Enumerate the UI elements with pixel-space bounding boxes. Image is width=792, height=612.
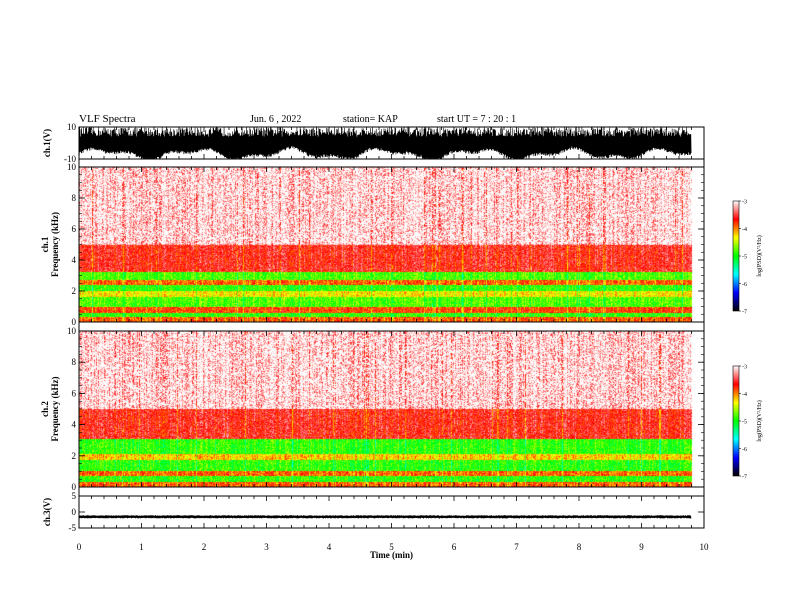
x-tick-label: 6 <box>452 542 457 552</box>
y-tick-label: 0 <box>72 507 77 517</box>
ch2-spectrogram-ylabel: ch.2 <box>40 401 50 417</box>
x-tick-label: 9 <box>639 542 644 552</box>
date-label: Jun. 6 , 2022 <box>250 114 302 125</box>
y-tick-label: 0 <box>72 482 77 492</box>
ch1-spectrogram-image <box>79 167 704 322</box>
ch3-trace <box>78 515 692 520</box>
y-tick-label: 4 <box>72 420 77 430</box>
y-tick-label: 0 <box>72 317 77 327</box>
colorbar <box>732 200 740 312</box>
y-tick-label: 2 <box>72 286 77 296</box>
x-tick-label: 3 <box>264 542 269 552</box>
colorbar-tick-label: -7 <box>742 310 747 316</box>
y-tick-label: 5 <box>72 491 77 501</box>
y-tick-label: 6 <box>72 388 77 398</box>
colorbar <box>732 365 740 477</box>
colorbar-tick-label: -6 <box>742 447 747 453</box>
ch1-spectrogram-ylabel: ch.1 <box>40 236 50 252</box>
colorbar-tick-label: -4 <box>742 227 747 233</box>
y-tick-label: -5 <box>69 523 77 533</box>
start-time-label: start UT = 7 : 20 : 1 <box>437 114 517 125</box>
colorbar-tick-label: -6 <box>742 282 747 288</box>
y-tick-label: 8 <box>72 193 77 203</box>
x-tick-label: 2 <box>202 542 207 552</box>
ch1-trace <box>78 126 692 160</box>
colorbar-tick-label: -4 <box>742 392 747 398</box>
y-tick-label: 8 <box>72 357 77 367</box>
x-tick-label: 10 <box>700 542 710 552</box>
y-tick-label: -10 <box>64 154 76 164</box>
colorbar-tick-label: -3 <box>742 200 747 206</box>
ch1-spectrogram-ylabel: Frequency (kHz) <box>50 212 60 277</box>
ch2-spectrogram-image <box>79 331 704 487</box>
x-tick-label: 4 <box>327 542 332 552</box>
x-tick-label: 0 <box>77 542 82 552</box>
colorbar-tick-label: -5 <box>742 420 747 426</box>
colorbar-tick-label: -5 <box>742 255 747 261</box>
station-label: station= KAP <box>343 114 398 125</box>
colorbar-tick-label: -3 <box>742 365 747 371</box>
y-tick-label: 2 <box>72 451 77 461</box>
ch1-waveform-ylabel: ch.1(V) <box>42 129 52 157</box>
x-tick-label: 5 <box>389 542 394 552</box>
x-axis-label: Time (min) <box>370 550 413 560</box>
x-tick-label: 7 <box>514 542 519 552</box>
y-tick-label: 10 <box>67 326 77 336</box>
y-tick-label: 10 <box>67 162 77 172</box>
y-tick-label: 4 <box>72 255 77 265</box>
colorbar-tick-label: -7 <box>742 475 747 481</box>
colorbar-label: log(PSD)(V²/Hz) <box>756 400 763 441</box>
x-tick-label: 1 <box>139 542 144 552</box>
y-tick-label: 10 <box>67 122 77 132</box>
ch3-waveform-ylabel: ch.3(V) <box>42 498 52 526</box>
y-tick-label: 6 <box>72 224 77 234</box>
chart-title: VLF Spectra <box>79 113 136 125</box>
colorbar-label: log(PSD)(V²/Hz) <box>756 235 763 276</box>
ch2-spectrogram-ylabel: Frequency (kHz) <box>50 376 60 441</box>
x-tick-label: 8 <box>577 542 582 552</box>
